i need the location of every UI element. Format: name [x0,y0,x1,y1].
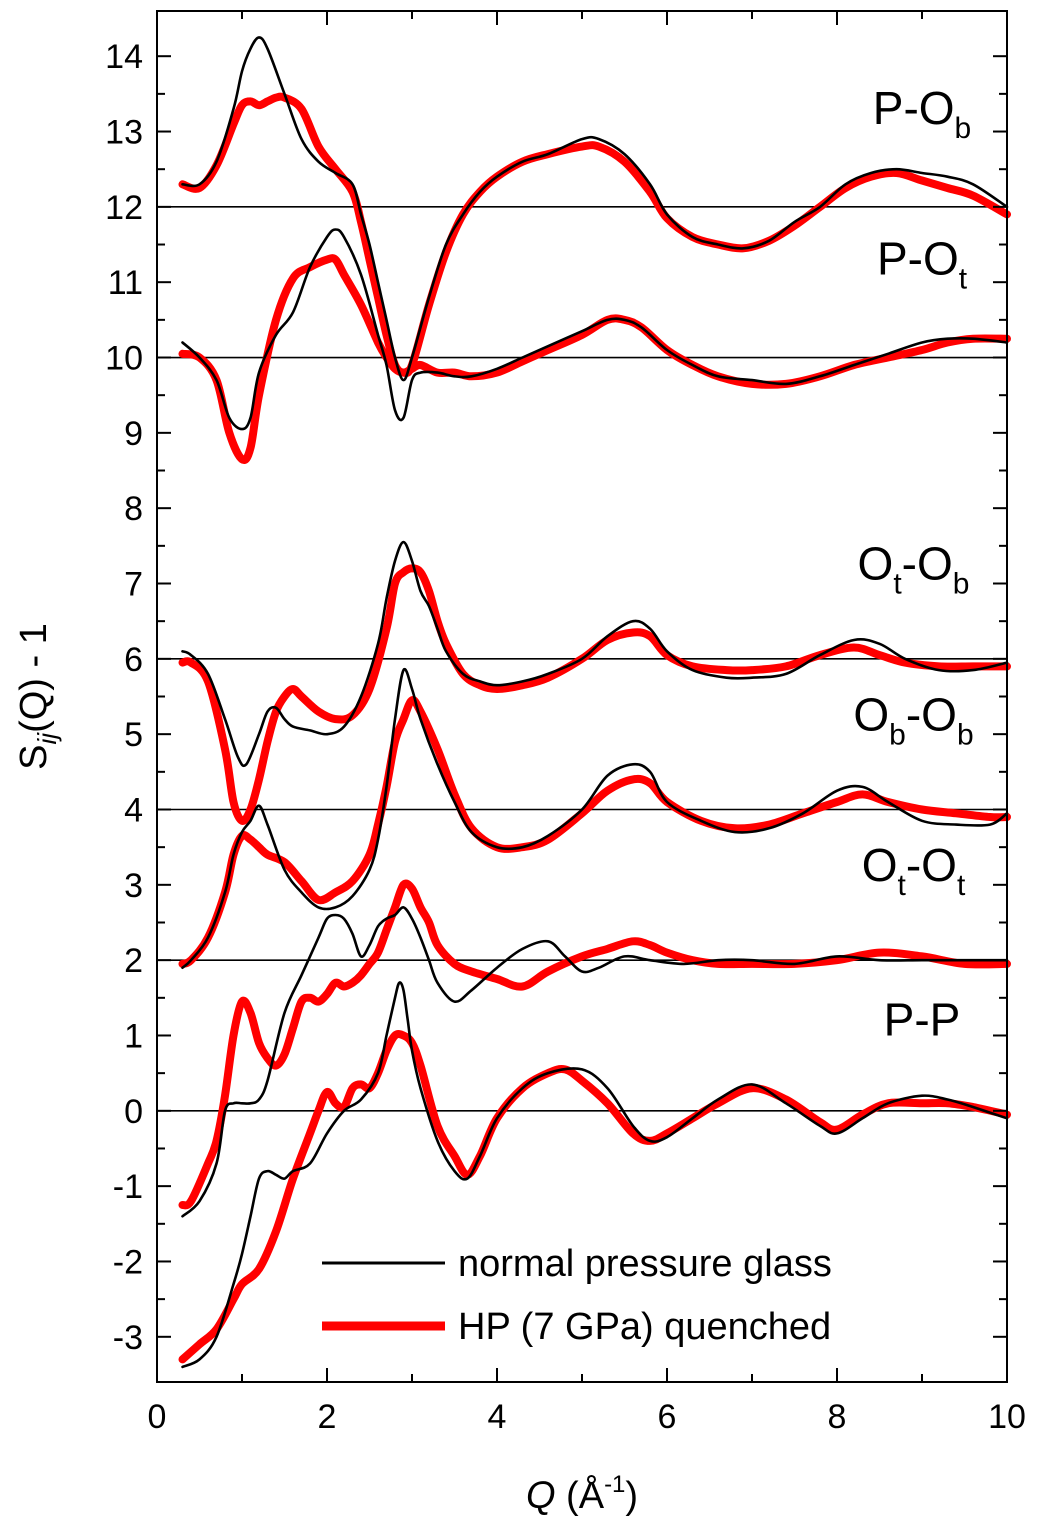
panel-label-5: P-P [884,993,961,1045]
panel-label-sub2: b [953,568,970,601]
x-tick-label: 2 [318,1398,337,1436]
panel-label-2: Ot-Ob [858,538,970,601]
series-hp-quenched-5 [178,1030,1011,1364]
y-axis-title: Sij(Q) - 1 [13,623,62,770]
y-tick-label: 5 [124,716,143,754]
y-tick-label: 11 [108,264,143,302]
y-tick-label: 4 [124,791,143,829]
x-tick-label: 10 [988,1398,1026,1436]
y-tick-label: 14 [105,38,143,76]
series-normal-pressure-5 [181,981,1009,1369]
panel-label-main: P-P [884,993,961,1045]
panel-label-main: O [858,538,894,590]
panel-label-1: P-Ot [877,233,968,296]
panel-label-main2: -O [902,538,953,590]
panel-label-sub: b [955,112,972,145]
y-axis-title-sub: ij [32,732,62,745]
panel-label-3: Ob-Ob [853,688,973,751]
y-tick-label: 9 [124,415,143,453]
x-axis-title-exp: -1 [604,1471,625,1498]
x-axis-title-close: ) [625,1475,638,1517]
series-normal-pressure-2 [181,540,1009,768]
y-axis-title-main: S [13,744,55,769]
x-tick-label: 4 [488,1398,507,1436]
x-axis-title-var: Q [526,1475,556,1517]
panel-label-sub2: t [957,869,966,902]
x-axis-title: Q (Å-1) [526,1471,638,1517]
series-normal-pressure-3 [181,667,1009,969]
panel-label-main: O [853,688,889,740]
x-tick-label: 0 [148,1398,167,1436]
y-axis-title-rest: (Q) - 1 [13,623,55,733]
series-hp-quenched-2 [178,564,1011,825]
y-tick-label: 3 [124,867,143,905]
y-tick-label: 1 [124,1017,143,1055]
x-axis-title-unit: (Å [556,1473,605,1517]
legend: normal pressure glass HP (7 GPa) quenche… [322,1243,832,1348]
legend-label-normal: normal pressure glass [458,1243,832,1285]
panel-label-sub: t [897,869,906,902]
panel-label-4: Ot-Ot [862,839,966,902]
panel-label-sub: t [959,263,968,296]
panel-label-main: O [862,839,898,891]
y-tick-label: 2 [124,942,143,980]
y-tick-label: 13 [105,114,143,152]
legend-label-hp: HP (7 GPa) quenched [458,1306,831,1348]
y-tick-label: 10 [105,340,143,378]
y-tick-label: 7 [124,566,143,604]
series-normal-pressure-0 [181,36,1009,382]
y-tick-label: 8 [124,490,143,528]
panel-label-main2: -O [906,688,957,740]
panel-label-sub: b [889,718,906,751]
x-tick-label: 8 [828,1398,847,1436]
plot-frame [156,10,1008,1383]
y-tick-label: -2 [113,1243,143,1281]
series-hp-quenched-0 [178,92,1011,378]
series-normal-pressure-1 [181,228,1009,431]
y-tick-label: 12 [105,189,143,227]
series-hp-quenched-4 [178,879,1011,1210]
panel-label-sub2: b [957,718,974,751]
series-layer [178,36,1011,1369]
series-normal-pressure-4 [181,906,1009,1218]
panel-label-main2: -O [906,839,957,891]
panel-label-main: P-O [877,233,959,285]
y-tick-label: -1 [113,1168,143,1206]
y-tick-label: 0 [124,1093,143,1131]
x-tick-label: 6 [658,1398,677,1436]
y-tick-label: -3 [113,1319,143,1357]
panel-label-0: P-Ob [873,82,971,145]
y-tick-label: 6 [124,641,143,679]
panel-label-main: P-O [873,82,955,134]
panel-label-sub: t [893,568,902,601]
series-hp-quenched-1 [178,254,1011,464]
